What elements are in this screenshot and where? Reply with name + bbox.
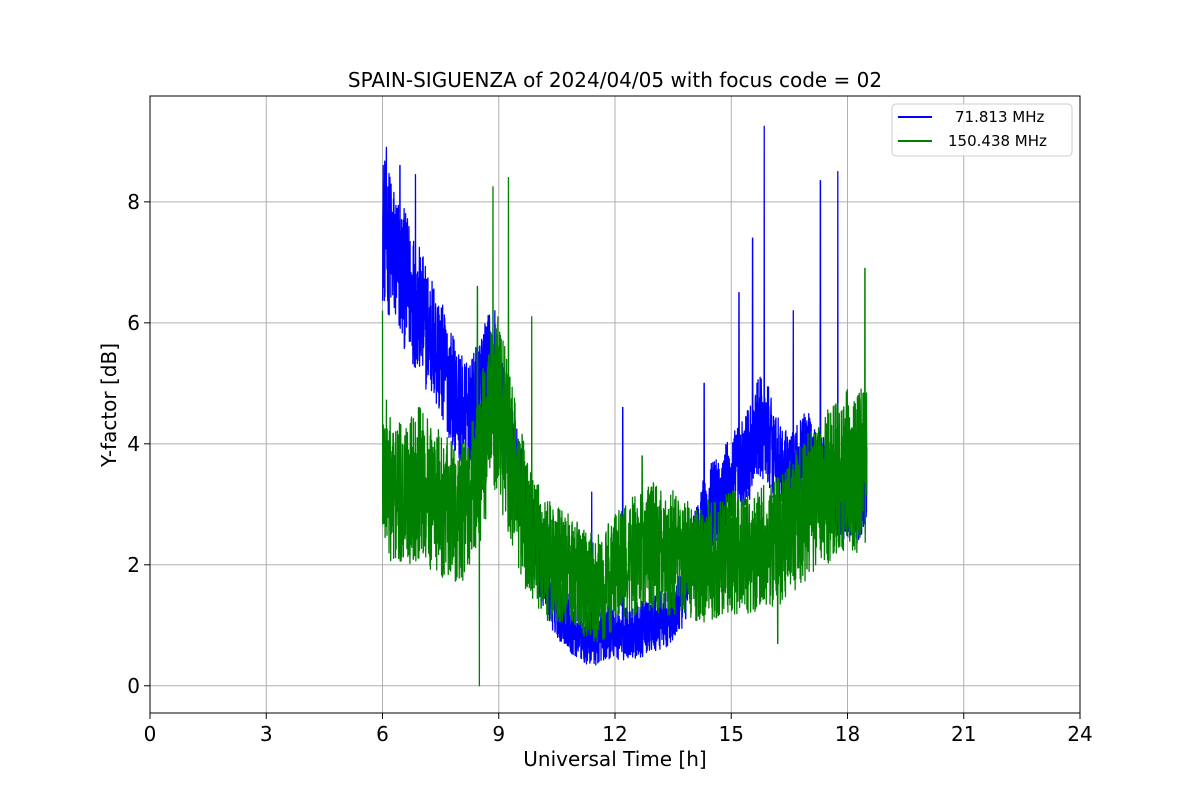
y-axis-label: Y-factor [dB] xyxy=(97,343,121,468)
chart-title: SPAIN-SIGUENZA of 2024/04/05 with focus … xyxy=(348,68,882,92)
x-tick-label: 18 xyxy=(835,722,860,746)
x-tick-label: 9 xyxy=(492,722,505,746)
series-lines xyxy=(381,125,868,687)
y-tick-label: 8 xyxy=(127,190,140,214)
x-tick-label: 3 xyxy=(260,722,273,746)
x-tick-label: 21 xyxy=(951,722,976,746)
x-tick-label: 0 xyxy=(144,722,157,746)
x-tick-label: 6 xyxy=(376,722,389,746)
series-line-150mhz xyxy=(381,177,868,687)
legend-box xyxy=(891,103,1073,157)
x-tick-label: 12 xyxy=(602,722,627,746)
legend-label-71mhz: 71.813 MHz xyxy=(955,108,1044,126)
x-tick-label: 15 xyxy=(719,722,744,746)
grid-lines xyxy=(149,96,1081,713)
x-axis-label: Universal Time [h] xyxy=(523,747,706,771)
legend-label-150mhz: 150.438 MHz xyxy=(948,132,1047,150)
y-tick-label: 4 xyxy=(127,432,140,456)
y-tick-label: 2 xyxy=(127,553,140,577)
y-tick-label: 0 xyxy=(127,674,140,698)
legend: 71.813 MHz 150.438 MHz xyxy=(891,103,1073,157)
x-tick-label: 24 xyxy=(1067,722,1092,746)
y-tick-label: 6 xyxy=(127,311,140,335)
